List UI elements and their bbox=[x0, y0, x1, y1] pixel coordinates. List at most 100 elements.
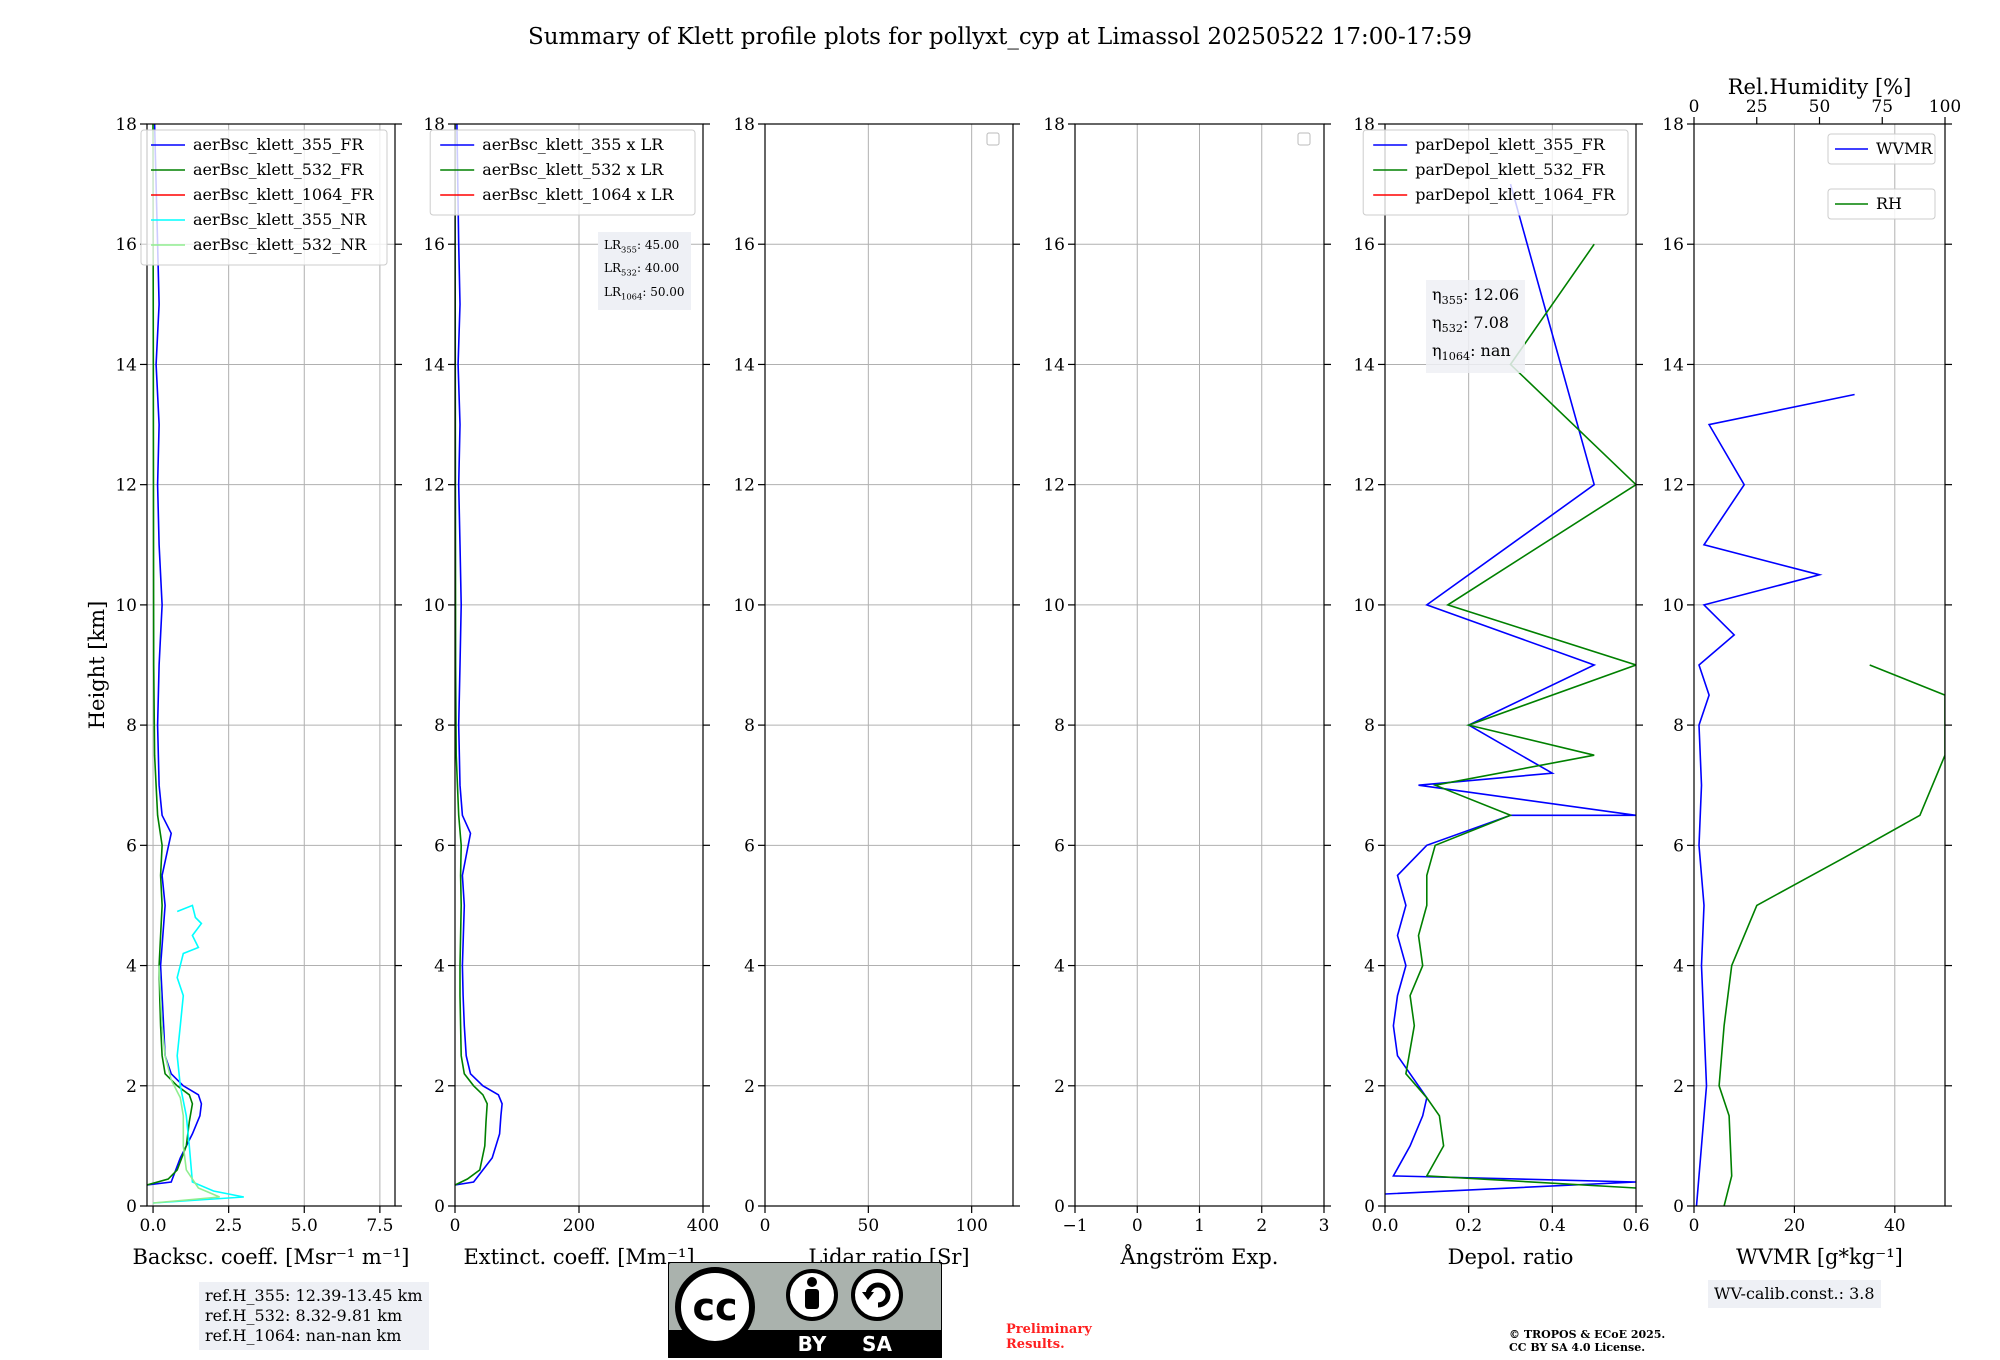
annotation-line: η1064: nan bbox=[1432, 341, 1511, 364]
y-tick-label: 6 bbox=[744, 836, 755, 856]
x-tick-label: 1 bbox=[1194, 1216, 1205, 1236]
preliminary-note: Preliminary Results. bbox=[1006, 1322, 1092, 1352]
y-tick-label: 10 bbox=[1043, 596, 1065, 616]
y-tick-label: 0 bbox=[744, 1197, 755, 1217]
y-tick-label: 18 bbox=[1043, 115, 1065, 135]
series-line-parDepol_klett_532_FR bbox=[1405, 243, 1636, 1189]
y-tick-label: 2 bbox=[1364, 1077, 1375, 1097]
legend-label: aerBsc_klett_355_FR bbox=[193, 135, 364, 154]
y-tick-label: 16 bbox=[1353, 235, 1375, 255]
x-tick-label: 0.4 bbox=[1539, 1216, 1566, 1236]
lidar-ratio-box: LR355: 45.00 LR532: 40.00 LR1064: 50.00 bbox=[598, 232, 691, 311]
x-tick-label: 0 bbox=[1132, 1216, 1143, 1236]
legend-label: parDepol_klett_1064_FR bbox=[1415, 185, 1616, 204]
series-group bbox=[455, 124, 503, 1186]
x-tick-label: 0.0 bbox=[140, 1216, 167, 1236]
top-x-tick-label: 25 bbox=[1746, 97, 1768, 117]
x-tick-label: 100 bbox=[955, 1216, 987, 1236]
x-tick-label: 0 bbox=[1689, 1216, 1700, 1236]
y-tick-label: 18 bbox=[733, 115, 755, 135]
x-axis-label: Ångström Exp. bbox=[1120, 1244, 1279, 1269]
series-line-aerBsc_klett_355_FR bbox=[147, 124, 203, 1186]
x-tick-label: 50 bbox=[858, 1216, 880, 1236]
y-tick-label: 4 bbox=[744, 957, 755, 977]
y-tick-label: 8 bbox=[1054, 716, 1065, 736]
annotation-line: ref.H_532: 8.32-9.81 km bbox=[205, 1306, 403, 1325]
y-tick-label: 4 bbox=[1054, 957, 1065, 977]
series-line-aerBsc_klett_355 x LR bbox=[455, 124, 503, 1186]
y-tick-label: 14 bbox=[1662, 355, 1684, 375]
y-tick-label: 14 bbox=[1043, 355, 1065, 375]
x-tick-label: 2.5 bbox=[215, 1216, 242, 1236]
y-tick-label: 10 bbox=[1662, 596, 1684, 616]
y-tick-label: 8 bbox=[1673, 716, 1684, 736]
y-tick-label: 6 bbox=[1364, 836, 1375, 856]
copyright-note: © TROPOS & ECoE 2025. CC BY SA 4.0 Licen… bbox=[1509, 1328, 1665, 1354]
eta-calibration-box: η355: 12.06 η532: 7.08 η1064: nan bbox=[1426, 280, 1526, 373]
y-tick-label: 4 bbox=[126, 957, 137, 977]
x-tick-label: 0.2 bbox=[1455, 1216, 1482, 1236]
legend-label: aerBsc_klett_355 x LR bbox=[482, 135, 664, 154]
y-tick-label: 18 bbox=[115, 115, 137, 135]
cc-by-sa-license-badge: cc BY SA bbox=[668, 1262, 942, 1358]
y-tick-label: 16 bbox=[1662, 235, 1684, 255]
reference-height-box: ref.H_355: 12.39-13.45 km ref.H_532: 8.32… bbox=[199, 1282, 429, 1350]
y-tick-label: 2 bbox=[744, 1077, 755, 1097]
x-tick-label: 5.0 bbox=[291, 1216, 318, 1236]
y-tick-label: 8 bbox=[126, 716, 137, 736]
series-line-aerBsc_klett_355_NR bbox=[152, 904, 244, 1204]
y-tick-label: 6 bbox=[434, 836, 445, 856]
series-group bbox=[1385, 183, 1636, 1195]
x-axis-label: Backsc. coeff. [Msr⁻¹ m⁻¹] bbox=[133, 1245, 410, 1269]
x-tick-label: 3 bbox=[1319, 1216, 1330, 1236]
x-tick-label: 0.6 bbox=[1622, 1216, 1649, 1236]
y-tick-label: 6 bbox=[1673, 836, 1684, 856]
y-tick-label: 14 bbox=[733, 355, 755, 375]
y-tick-label: 4 bbox=[1673, 957, 1684, 977]
x-tick-label: 200 bbox=[563, 1216, 595, 1236]
legend-label: WVMR bbox=[1876, 139, 1933, 158]
annotation-line: ref.H_1064: nan-nan km bbox=[205, 1326, 402, 1345]
y-tick-label: 0 bbox=[126, 1197, 137, 1217]
y-tick-label: 0 bbox=[1673, 1197, 1684, 1217]
plot-frame bbox=[764, 123, 1014, 1207]
annotation-line: η532: 7.08 bbox=[1432, 313, 1510, 336]
legend-label: aerBsc_klett_1064_FR bbox=[193, 185, 375, 204]
y-tick-label: 12 bbox=[1662, 476, 1684, 496]
y-tick-label: 8 bbox=[434, 716, 445, 736]
legend: aerBsc_klett_355_FR aerBsc_klett_532_FRae… bbox=[140, 129, 388, 266]
cc-sa-label: SA bbox=[862, 1332, 892, 1356]
backscatter-panel: 0.0 2.5 5.0 7.5 0 2 4 6 8 10 12 14 16 18 Backsc. coeff… bbox=[85, 115, 409, 1269]
y-tick-label: 2 bbox=[1054, 1077, 1065, 1097]
y-tick-label: 10 bbox=[423, 596, 445, 616]
y-axis-label: Height [km] bbox=[85, 601, 109, 730]
empty-legend-box bbox=[1297, 132, 1311, 146]
y-tick-label: 14 bbox=[115, 355, 137, 375]
y-tick-label: 2 bbox=[434, 1077, 445, 1097]
x-tick-label: −1 bbox=[1062, 1216, 1087, 1236]
x-axis-label: WVMR [g*kg⁻¹] bbox=[1736, 1245, 1903, 1269]
plot-frame bbox=[1693, 123, 1946, 1207]
figure-title: Summary of Klett profile plots for polly… bbox=[528, 24, 1472, 50]
water-vapor-panel: 0 20 40 0 2 4 6 8 10 12 14 16 18 WVMR [g*kg⁻¹] 0 25 50 75… bbox=[1662, 75, 1961, 1269]
y-tick-label: 0 bbox=[1364, 1197, 1375, 1217]
series-line-parDepol_klett_355_FR bbox=[1385, 183, 1636, 1195]
attribution-person-icon bbox=[786, 1269, 838, 1321]
y-tick-label: 16 bbox=[423, 235, 445, 255]
y-tick-label: 2 bbox=[1673, 1077, 1684, 1097]
top-x-axis-label: Rel.Humidity [%] bbox=[1728, 75, 1912, 99]
y-tick-label: 16 bbox=[115, 235, 137, 255]
x-tick-label: 40 bbox=[1884, 1216, 1906, 1236]
plot-frame bbox=[1384, 123, 1637, 1207]
y-tick-label: 10 bbox=[1353, 596, 1375, 616]
legend-label: parDepol_klett_355_FR bbox=[1415, 135, 1606, 154]
series-line-WVMR bbox=[1695, 393, 1855, 1206]
y-tick-label: 18 bbox=[1662, 115, 1684, 135]
y-tick-label: 16 bbox=[733, 235, 755, 255]
plot-frame bbox=[146, 123, 396, 1207]
y-tick-label: 4 bbox=[1364, 957, 1375, 977]
